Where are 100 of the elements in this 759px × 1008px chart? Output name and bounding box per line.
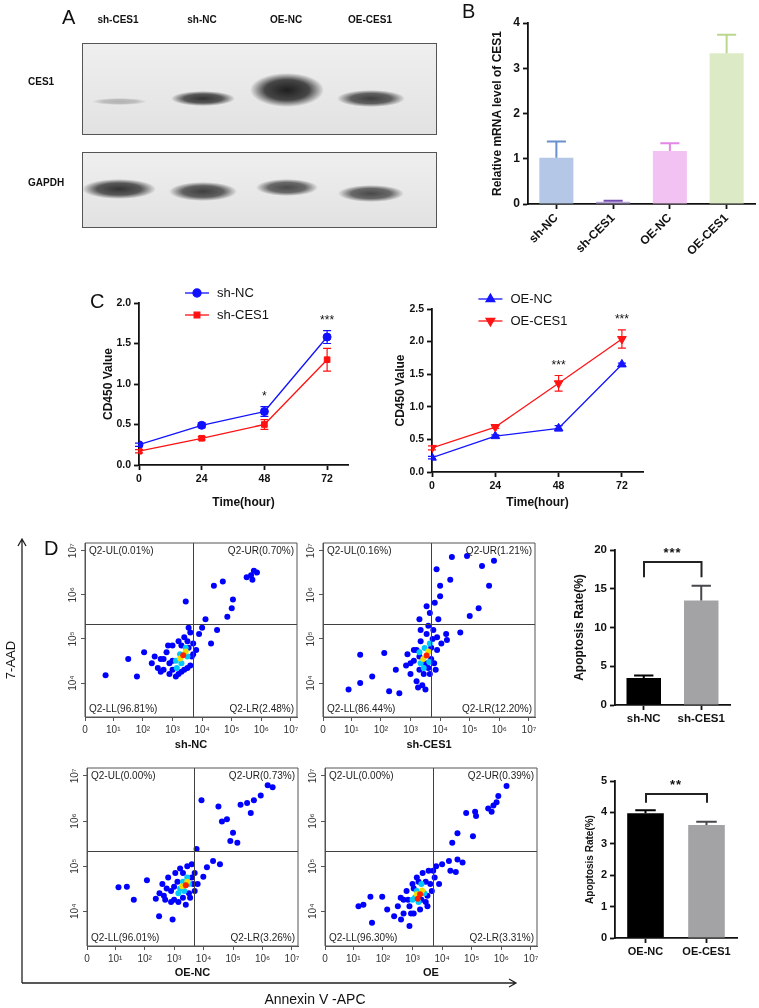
x-tick-label: 10⁴	[194, 723, 210, 735]
x-axis-title: Time(hour)	[212, 495, 275, 510]
y-tick-label: 5	[600, 774, 607, 787]
y-tick-label: 2	[600, 868, 607, 881]
x-axis-title: sh-CES1	[406, 738, 452, 751]
annotation: *	[262, 388, 268, 403]
y-tick-label: 10⁷	[304, 543, 316, 559]
annotation: Q2-UR(0.39%)	[467, 769, 534, 781]
y-tick-label: 4	[600, 805, 608, 818]
x-tick-label: 10⁷	[521, 723, 537, 735]
y-tick-label: 10⁵	[304, 631, 316, 647]
x-tick-label: 10²	[373, 723, 389, 735]
annotation: Q2-UL(0.16%)	[327, 544, 392, 556]
annotation: Q2-LL(86.44%)	[327, 702, 396, 714]
x-tick-label: 10¹	[346, 952, 362, 964]
x-tick-label: 72	[321, 472, 334, 485]
x-tick-label: 10¹	[344, 723, 360, 735]
x-tick-label: 10⁶	[253, 723, 269, 735]
legend-label: sh-CES1	[216, 306, 270, 322]
y-tick-label: 10⁷	[68, 768, 80, 784]
y-tick-label: 0.0	[409, 464, 425, 477]
category-label: GAPDH	[28, 177, 65, 188]
x-axis-title: Time(hour)	[506, 495, 569, 510]
x-tick-label: 10⁵	[224, 723, 240, 735]
annotation: Q2-UL(0.01%)	[89, 544, 154, 556]
y-axis-title: Apoptosis Rate(%)	[571, 574, 586, 681]
y-tick-label: 1.0	[409, 399, 425, 412]
x-tick-label: 0	[322, 952, 329, 964]
x-tick-label: 10⁵	[464, 952, 480, 964]
x-tick-label: 48	[552, 479, 565, 492]
y-tick-label: 15	[594, 581, 608, 594]
y-tick-label: 10⁷	[306, 768, 318, 784]
x-tick-label: 10²	[375, 952, 391, 964]
x-tick-label: 0	[82, 723, 89, 735]
text: A	[62, 6, 76, 28]
x-tick-label: 0	[136, 472, 143, 485]
annotation: Q2-LR(12.20%)	[461, 702, 532, 714]
annotation: Q2-UL(0.00%)	[91, 769, 156, 781]
y-tick-label: 10⁶	[304, 587, 316, 603]
annotation: Q2-LR(3.26%)	[230, 931, 295, 943]
annotation: Q2-UR(0.73%)	[228, 769, 295, 781]
x-tick-label: 10⁵	[225, 952, 241, 964]
legend-label: sh-NC	[216, 284, 254, 300]
x-tick-label: 0	[84, 952, 91, 964]
annotation: Q2-LL(96.81%)	[89, 702, 158, 714]
y-tick-label: 3	[513, 60, 521, 75]
x-tick-label: 10⁶	[491, 723, 507, 735]
x-tick-label: 48	[258, 472, 271, 485]
x-tick-label: 10³	[405, 952, 421, 964]
y-axis-title: Apoptosis Rate(%)	[583, 815, 595, 904]
y-tick-label: 0.0	[116, 457, 132, 470]
y-tick-label: 10⁵	[68, 858, 80, 874]
y-tick-label: 1.5	[409, 367, 425, 380]
y-tick-label: 10⁴	[66, 675, 78, 691]
annotation: ***	[320, 312, 335, 327]
annotation: Q2-LL(96.30%)	[329, 931, 398, 943]
y-tick-label: 10	[594, 620, 607, 633]
y-tick-label: 3	[600, 836, 607, 849]
x-axis-title: OE-NC	[174, 966, 211, 979]
y-tick-label: 4	[513, 15, 521, 30]
y-tick-label: 0	[600, 698, 607, 711]
y-tick-label: 10⁷	[66, 543, 78, 559]
y-axis-title: CD450 Value	[100, 347, 115, 421]
text: Annexin V -APC	[264, 991, 366, 1007]
x-axis-title: sh-NC	[174, 738, 208, 751]
y-tick-label: 1	[600, 899, 607, 912]
y-tick-label: 2.5	[409, 301, 425, 314]
y-tick-label: 0.5	[116, 417, 132, 430]
x-tick-label: 10⁷	[284, 952, 300, 964]
x-tick-label: 24	[489, 479, 502, 492]
x-tick-label: 10²	[135, 723, 151, 735]
chart-title: C	[90, 290, 105, 312]
y-tick-label: 10⁴	[68, 903, 80, 919]
annotation: ***	[663, 545, 682, 561]
x-tick-label: 10³	[165, 723, 181, 735]
annotation: Q2-UR(1.21%)	[465, 544, 532, 556]
y-tick-label: 2	[513, 105, 521, 120]
y-tick-label: 20	[594, 543, 607, 556]
x-axis-title: OE	[423, 966, 439, 979]
annotation: Q2-UR(0.70%)	[227, 544, 294, 556]
category-label: CES1	[28, 76, 55, 87]
x-tick-label: 10³	[166, 952, 182, 964]
y-axis-title: Relative mRNA level of CES1	[489, 30, 504, 196]
y-tick-label: 1.0	[116, 376, 132, 389]
x-tick-label: 10¹	[107, 952, 124, 964]
y-tick-label: 10⁶	[66, 587, 78, 603]
annotation: ***	[551, 357, 566, 372]
x-tick-label: 0	[320, 723, 327, 735]
y-tick-label: 0	[513, 196, 521, 211]
annotation: Q2-LR(2.48%)	[229, 702, 294, 714]
x-tick-label: 10⁶	[493, 952, 509, 964]
y-tick-label: 2.0	[409, 334, 425, 347]
category-label: sh-CES1	[97, 14, 139, 25]
annotation: Q2-LL(96.01%)	[91, 931, 160, 943]
x-tick-label: 10⁶	[254, 952, 271, 964]
category-label: OE-NC	[269, 14, 303, 25]
x-tick-label: OE-NC	[627, 944, 664, 957]
y-tick-label: 10⁴	[306, 903, 318, 919]
annotation: Q2-UL(0.00%)	[329, 769, 394, 781]
x-tick-label: 10³	[403, 723, 419, 735]
